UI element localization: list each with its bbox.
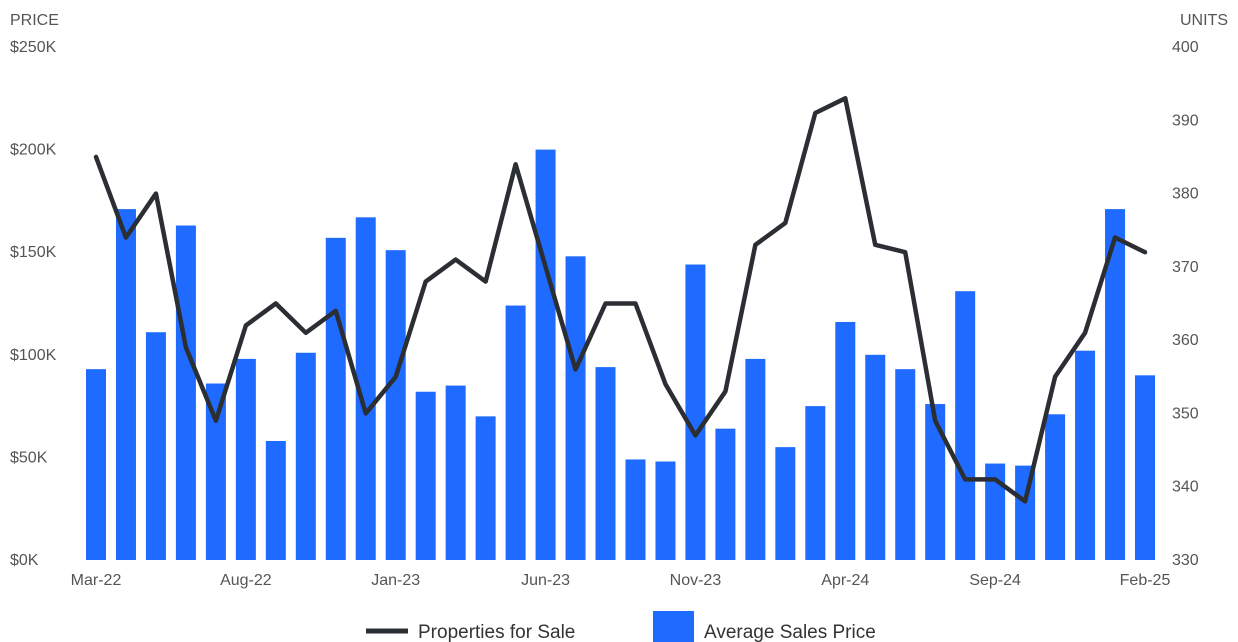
bar-aug-24 [955, 291, 976, 560]
right-tick-label: 370 [1172, 259, 1199, 276]
bar-jan-25 [1105, 209, 1126, 561]
right-axis: 330 340 350 360 370 380 390 400 [1172, 39, 1199, 569]
line-series [93, 96, 1148, 504]
right-tick-label: 340 [1172, 479, 1199, 496]
bar-nov-23 [685, 264, 706, 560]
line-properties-for-sale [93, 96, 1148, 504]
bar-may-22 [145, 332, 166, 560]
bar-apr-22 [115, 209, 136, 561]
bar-feb-24 [775, 447, 796, 560]
bar-jul-24 [925, 404, 946, 560]
bar-oct-23 [655, 461, 676, 560]
bar-jan-24 [745, 358, 766, 560]
bar-apr-23 [475, 416, 496, 560]
legend-label-price: Average Sales Price [704, 622, 876, 642]
left-tick-label: $150K [10, 244, 57, 261]
right-tick-label: 390 [1172, 112, 1199, 129]
x-axis: Mar-22 Aug-22 Jan-23 Jun-23 Nov-23 Apr-24 Sep-… [71, 572, 1171, 589]
right-tick-label: 360 [1172, 332, 1199, 349]
x-tick-label: Jan-23 [371, 572, 420, 589]
bar-series [86, 149, 1155, 561]
x-tick-label: Mar-22 [71, 572, 122, 589]
left-tick-label: $250K [10, 39, 57, 56]
bar-jul-23 [565, 256, 586, 560]
right-axis-title: UNITS [1180, 12, 1228, 29]
bar-dec-23 [715, 428, 736, 560]
left-tick-label: $50K [10, 449, 48, 466]
legend: Properties for Sale Average Sales Price [366, 611, 876, 642]
bar-jun-23 [535, 149, 556, 560]
bar-dec-22 [355, 217, 376, 560]
bar-nov-24 [1045, 414, 1066, 560]
x-tick-label: Sep-24 [969, 572, 1021, 589]
bar-jun-24 [895, 369, 916, 560]
bar-aug-23 [595, 367, 616, 560]
x-tick-label: Feb-25 [1120, 572, 1171, 589]
x-tick-label: Nov-23 [670, 572, 722, 589]
left-tick-label: $100K [10, 347, 57, 364]
right-tick-label: 400 [1172, 39, 1199, 56]
right-tick-label: 380 [1172, 186, 1199, 203]
bar-aug-22 [235, 358, 256, 560]
right-tick-label: 330 [1172, 552, 1199, 569]
left-axis: $0K $50K $100K $150K $200K $250K [10, 39, 57, 569]
right-tick-label: 350 [1172, 405, 1199, 422]
bar-mar-24 [805, 406, 826, 560]
bar-sep-23 [625, 459, 646, 560]
x-tick-label: Aug-22 [220, 572, 272, 589]
bar-feb-25 [1135, 375, 1155, 560]
bar-may-23 [505, 305, 526, 560]
bar-apr-24 [835, 321, 856, 560]
left-axis-title: PRICE [10, 12, 59, 29]
bar-mar-23 [445, 385, 466, 560]
bar-jul-22 [205, 383, 226, 560]
bar-oct-22 [295, 352, 316, 560]
bar-sep-22 [265, 440, 286, 560]
legend-label-properties: Properties for Sale [418, 622, 575, 642]
bar-feb-23 [415, 391, 436, 560]
bar-jun-22 [175, 225, 196, 560]
x-tick-label: Jun-23 [521, 572, 570, 589]
bar-sep-24 [985, 463, 1006, 560]
x-tick-label: Apr-24 [821, 572, 869, 589]
bar-mar-22 [86, 369, 106, 560]
legend-bar-swatch [653, 611, 694, 642]
left-tick-label: $0K [10, 552, 39, 569]
left-tick-label: $200K [10, 142, 57, 159]
bar-nov-22 [325, 237, 346, 560]
bar-may-24 [865, 354, 886, 560]
bar-jan-23 [385, 250, 406, 560]
bar-dec-24 [1075, 350, 1096, 560]
